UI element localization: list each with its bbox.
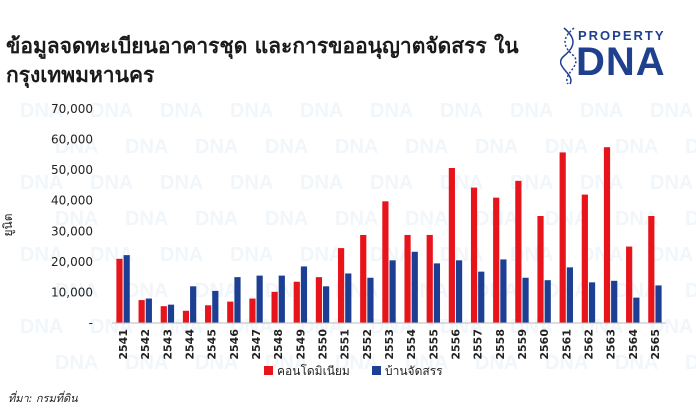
bar-housing-estate	[234, 277, 241, 323]
bar-housing-estate	[145, 298, 152, 323]
x-tick-label: 2557	[472, 329, 485, 360]
bar-housing-estate	[256, 275, 263, 323]
x-tick-label: 2547	[250, 329, 263, 360]
bar-condominium	[227, 301, 234, 323]
bar-condominium	[138, 300, 145, 323]
x-tick-label: 2545	[206, 329, 219, 360]
x-tick-label: 2548	[272, 329, 285, 360]
bar-condominium	[271, 291, 278, 323]
bar-housing-estate	[500, 259, 507, 323]
bar-housing-estate	[345, 273, 352, 323]
dna-helix-icon	[560, 27, 577, 85]
legend: คอนโดมิเนียม บ้านจัดสรร	[264, 364, 443, 378]
bar-condominium	[404, 234, 411, 323]
legend-label-housing-estate: บ้านจัดสรร	[385, 364, 443, 378]
source-note: ที่มา: กรมที่ดิน	[8, 392, 78, 405]
bar-housing-estate	[123, 255, 130, 323]
bar-condominium	[182, 310, 190, 323]
x-tick-label: 2555	[427, 329, 440, 360]
bar-housing-estate	[190, 286, 197, 323]
bar-condominium	[382, 201, 389, 323]
y-tick-label: -	[89, 316, 93, 330]
x-tick-label: 2552	[361, 329, 374, 360]
bar-condominium	[293, 281, 300, 323]
y-axis: - 10,000 20,000 30,000 40,000 50,000 60,000 70,…	[51, 102, 93, 330]
x-tick-label: 2565	[649, 329, 662, 360]
bar-condominium	[448, 168, 455, 323]
y-tick-label: 40,000	[51, 194, 93, 208]
bar-condominium	[603, 147, 611, 323]
legend-swatch	[372, 366, 381, 375]
bar-housing-estate	[411, 251, 418, 323]
bar-housing-estate	[300, 266, 308, 323]
x-tick-label: 2554	[405, 329, 418, 360]
x-tick-label: 2563	[605, 329, 618, 360]
bar-condominium	[116, 258, 123, 323]
bar-condominium	[205, 305, 212, 323]
x-tick-label: 2544	[184, 329, 197, 360]
bar-condominium	[426, 234, 433, 323]
x-tick-label: 2560	[538, 329, 551, 360]
bar-condominium	[470, 187, 478, 323]
bar-condominium	[581, 194, 588, 323]
x-tick-label: 2543	[161, 329, 174, 360]
x-tick-label: 2549	[294, 329, 307, 360]
page-title: ข้อมูลจดทะเบียนอาคารชุด และการขออนุญาตจั…	[6, 34, 519, 87]
x-tick-label: 2562	[582, 329, 595, 360]
bar-housing-estate	[478, 271, 485, 323]
x-tick-label: 2564	[627, 329, 640, 360]
bar-condominium	[493, 197, 500, 323]
y-axis-label: ยูนิต	[1, 213, 16, 236]
y-tick-label: 10,000	[51, 285, 93, 299]
logo-big-text: DNA	[576, 40, 666, 84]
x-tick-label: 2546	[228, 329, 241, 360]
x-axis: 2541 2542 2543 2544 2545 2546 2547 2548 2549 2550…	[112, 322, 666, 360]
bar-housing-estate	[544, 280, 551, 323]
x-tick-label: 2553	[383, 329, 396, 360]
bar-condominium	[360, 234, 367, 323]
y-tick-label: 70,000	[51, 102, 93, 116]
bar-condominium	[249, 298, 256, 323]
x-tick-label: 2551	[339, 329, 352, 360]
bar-housing-estate	[367, 277, 374, 323]
y-tick-label: 30,000	[51, 224, 93, 238]
x-tick-label: 2558	[494, 329, 507, 360]
bar-housing-estate	[655, 285, 662, 323]
bar-condominium	[160, 306, 167, 323]
bar-condominium	[515, 180, 522, 323]
y-tick-label: 60,000	[51, 133, 93, 147]
y-tick-label: 50,000	[51, 163, 93, 177]
x-tick-label: 2561	[560, 329, 573, 360]
bar-housing-estate	[389, 260, 396, 323]
x-tick-label: 2542	[139, 329, 152, 360]
property-dna-logo: PROPERTY DNA	[560, 26, 690, 86]
bar-condominium	[315, 277, 323, 323]
bar-housing-estate	[566, 267, 573, 323]
x-tick-label: 2556	[449, 329, 462, 360]
bar-housing-estate	[167, 304, 175, 323]
logo-small-text: PROPERTY	[578, 28, 666, 43]
bar-housing-estate	[455, 260, 463, 323]
legend-label-condominium: คอนโดมิเนียม	[277, 364, 350, 378]
bar-housing-estate	[588, 282, 596, 323]
bar-condominium	[559, 152, 566, 323]
bar-housing-estate	[212, 290, 219, 323]
bar-housing-estate	[611, 280, 618, 323]
bar-housing-estate	[433, 263, 441, 323]
x-tick-label: 2550	[317, 329, 330, 360]
bar-housing-estate	[323, 286, 330, 323]
bar-housing-estate	[522, 277, 529, 323]
x-tick-label: 2559	[516, 329, 529, 360]
bar-housing-estate	[278, 275, 285, 323]
y-tick-label: 20,000	[51, 255, 93, 269]
bars	[116, 147, 662, 323]
bar-condominium	[626, 246, 633, 323]
bar-condominium	[537, 216, 544, 323]
bar-housing-estate	[633, 297, 640, 323]
bar-condominium	[648, 216, 655, 323]
legend-swatch	[264, 366, 273, 375]
bar-condominium	[337, 248, 345, 323]
x-tick-label: 2541	[117, 329, 130, 360]
